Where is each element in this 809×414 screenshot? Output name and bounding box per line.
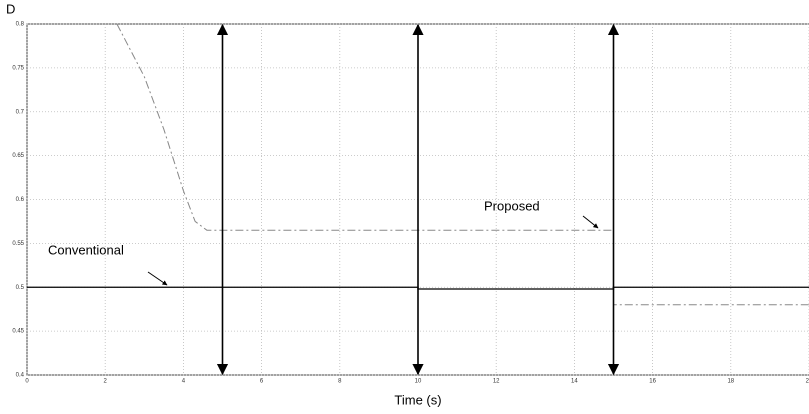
x-tick-label: 14 (571, 379, 578, 385)
y-tick-label: 0.4 (16, 373, 25, 379)
y-tick-label: 0.5 (16, 285, 25, 291)
y-tick-label: 0.45 (12, 329, 24, 335)
x-tick-label: 0 (25, 379, 29, 385)
x-tick-label: 4 (182, 379, 186, 385)
line-series (116, 23, 809, 306)
annotation-arrow (582, 215, 599, 229)
x-tick-label: 8 (338, 379, 342, 385)
x-axis-label: Time (s) (394, 392, 441, 407)
annotation: Conventional (48, 242, 124, 257)
y-tick-label: 0.7 (16, 109, 25, 115)
y-tick-label: 0.65 (12, 153, 24, 159)
annotation-arrow (147, 271, 168, 286)
y-tick-label: 0.6 (16, 197, 25, 203)
line-series (27, 286, 809, 290)
x-tick-label: 12 (493, 379, 500, 385)
x-tick-label: 20 (806, 379, 809, 385)
annotation: Proposed (484, 198, 540, 213)
x-tick-label: 6 (260, 379, 264, 385)
y-tick-label: 0.8 (16, 22, 25, 28)
x-tick-label: 10 (415, 379, 422, 385)
y-tick-label: 0.55 (12, 241, 24, 247)
x-tick-label: 18 (727, 379, 734, 385)
x-tick-label: 16 (649, 379, 656, 385)
x-tick-label: 2 (104, 379, 108, 385)
y-axis-label: D (6, 1, 15, 16)
y-tick-label: 0.75 (12, 65, 24, 71)
